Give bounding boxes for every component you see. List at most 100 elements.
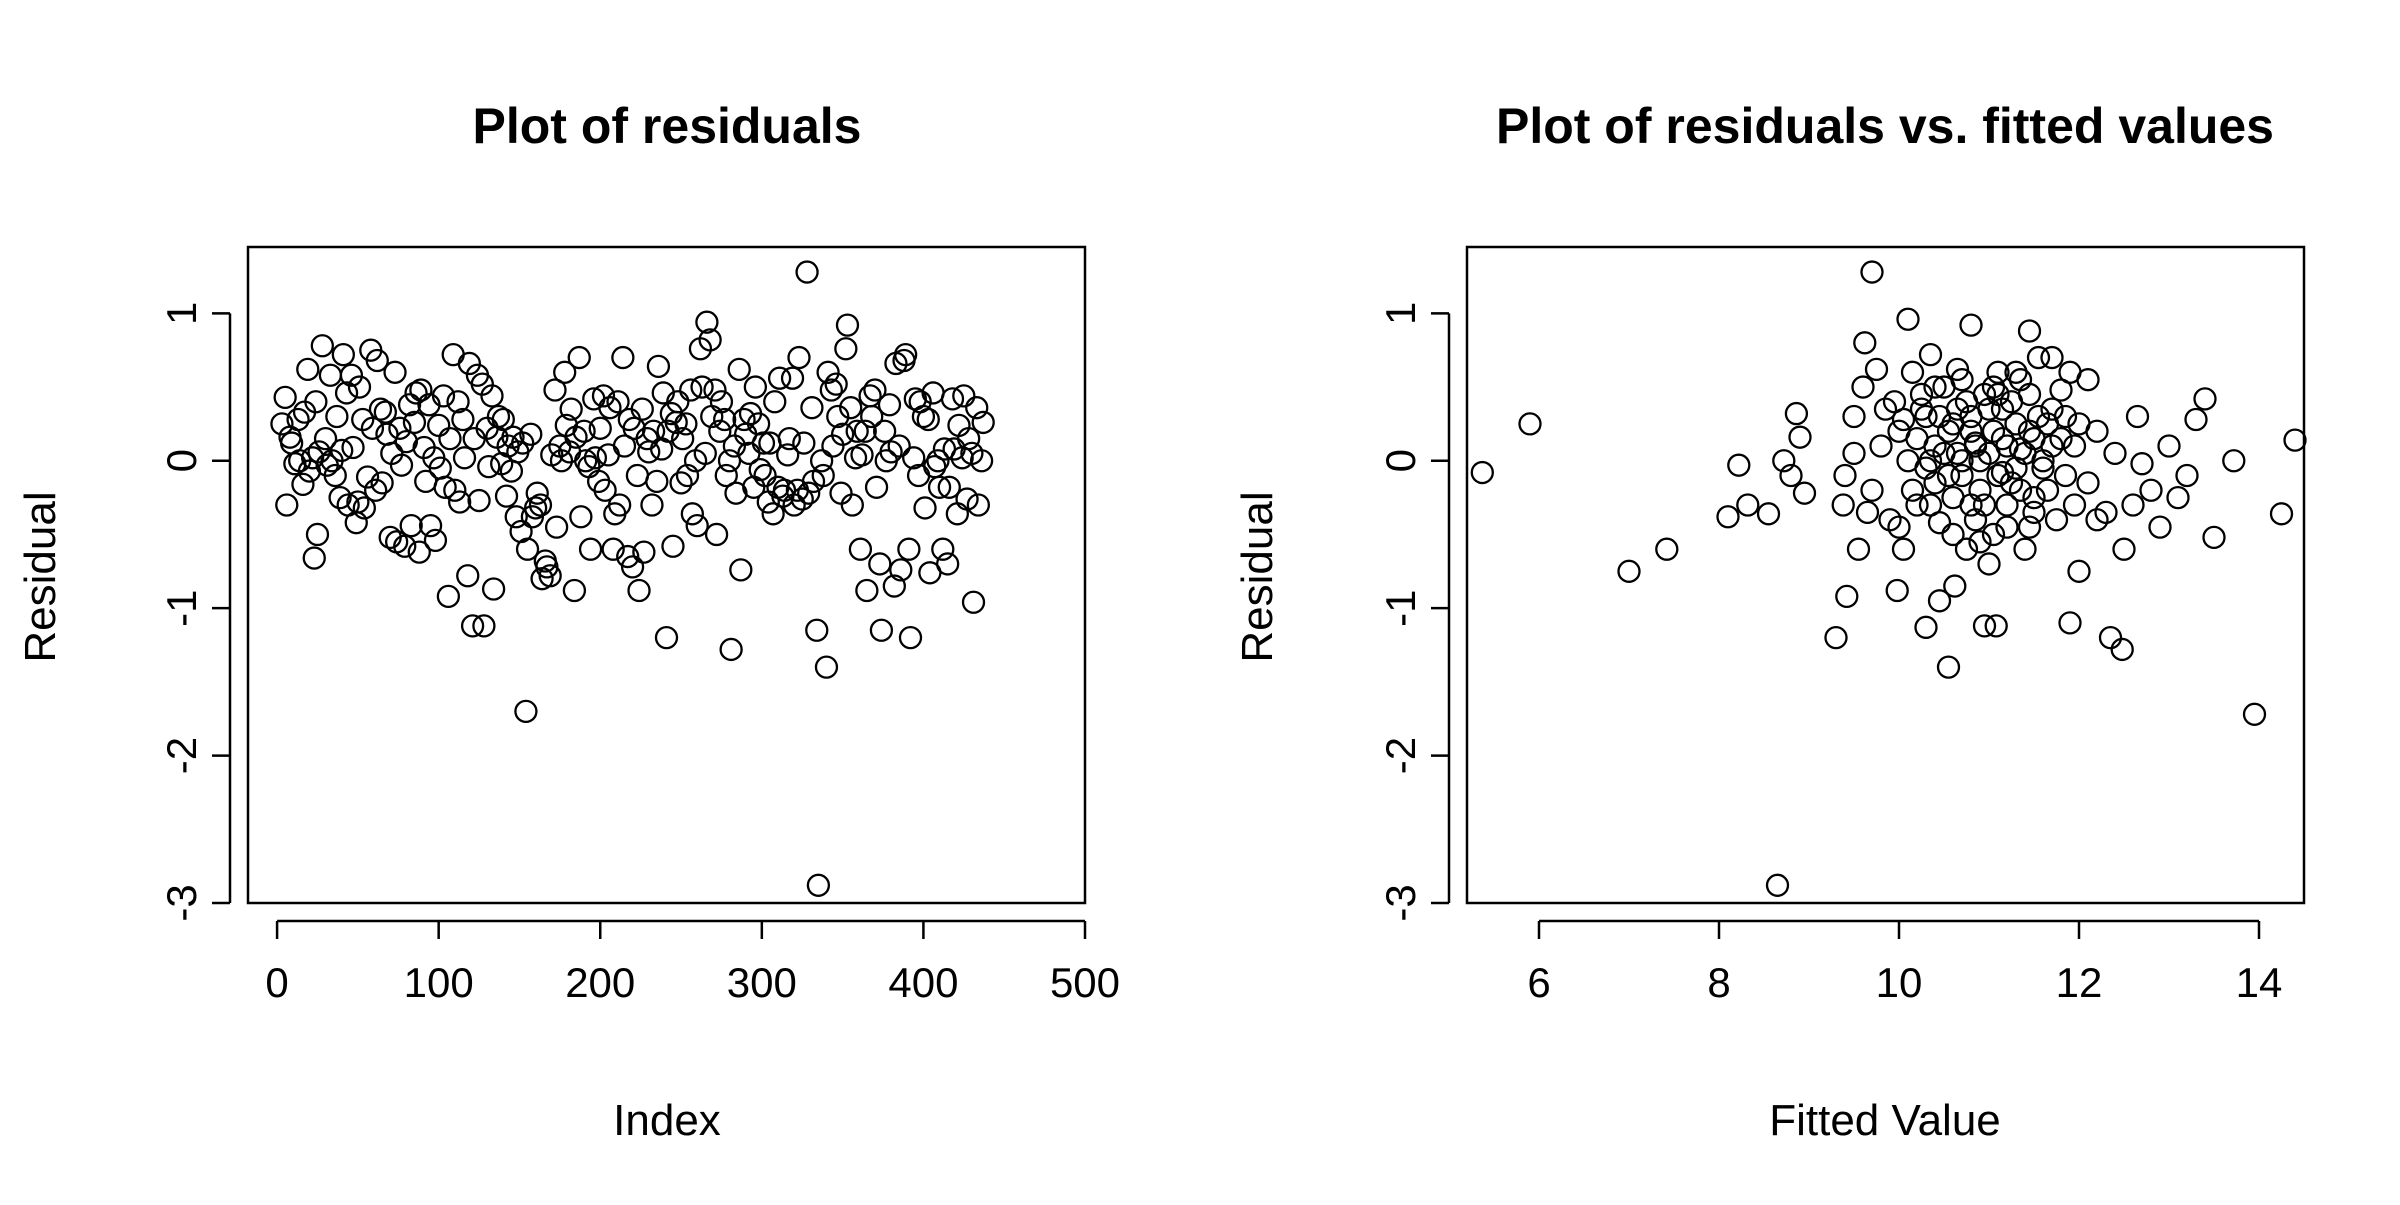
data-point [2166, 485, 2190, 510]
data-point [514, 699, 538, 724]
data-point [2053, 463, 2078, 488]
data-point [1835, 584, 1859, 609]
data-point [339, 363, 364, 387]
x-tick-label: 200 [565, 959, 635, 1006]
data-point [1936, 463, 1961, 488]
data-point [753, 463, 777, 488]
data-point [523, 496, 548, 520]
data-point [1932, 441, 1956, 466]
x-axis-label: Fitted Value [1769, 1096, 2001, 1145]
data-point [2157, 434, 2181, 458]
data-point [313, 426, 338, 451]
data-point [800, 396, 824, 420]
data-point [811, 463, 835, 488]
data-point [616, 544, 640, 569]
data-point [612, 434, 637, 458]
data-point [1617, 559, 1641, 583]
data-point [830, 422, 855, 446]
data-point [2058, 611, 2082, 635]
data-point [2044, 508, 2069, 532]
data-point [373, 400, 397, 424]
y-tick-label: 1 [1377, 302, 1424, 325]
data-point [860, 404, 884, 429]
data-point [940, 387, 965, 411]
data-point [955, 487, 979, 511]
data-point [431, 384, 456, 408]
data-point [1853, 331, 1877, 355]
data-point [407, 540, 431, 564]
data-point [486, 404, 511, 429]
data-point [370, 471, 394, 495]
data-point [945, 502, 969, 526]
plot-area-frame [246, 245, 1087, 905]
data-point [402, 410, 427, 435]
data-point [840, 493, 864, 517]
y-axis-label: Residual [16, 491, 65, 662]
x-tick-label: 400 [888, 959, 958, 1006]
data-point [569, 505, 593, 529]
data-point [519, 422, 543, 446]
data-point [2040, 397, 2064, 421]
y-tick-label: 0 [1377, 449, 1424, 472]
data-point [491, 407, 515, 432]
data-point [1963, 508, 1988, 532]
data-point [703, 378, 727, 402]
data-point [729, 558, 753, 582]
data-point [709, 390, 734, 414]
data-point [2053, 404, 2078, 429]
data-point [436, 584, 461, 609]
data-point [2022, 500, 2046, 524]
plot-area-frame [1465, 245, 2306, 905]
data-point [776, 443, 800, 467]
data-point [286, 407, 310, 432]
data-point [2098, 626, 2123, 650]
data-point [646, 354, 671, 379]
data-point [1864, 357, 1889, 382]
data-point [879, 440, 903, 464]
data-point [596, 443, 620, 467]
data-point [911, 404, 936, 429]
data-point [1756, 502, 1781, 526]
data-point [2031, 456, 2055, 480]
data-point [1900, 360, 1925, 384]
data-point [611, 345, 635, 370]
data-point [427, 413, 451, 438]
data-point [1784, 401, 1809, 426]
data-point [869, 618, 894, 642]
residuals-plot-panel: Plot of residuals 1 0 -1 -2 -3 0 100 200 300 400… [16, 98, 1120, 1145]
data-point [902, 446, 926, 470]
data-point [564, 425, 588, 449]
data-point [467, 488, 491, 513]
data-point [2058, 360, 2082, 384]
data-point [481, 577, 506, 601]
data-point [835, 313, 860, 337]
data-point [1981, 419, 2006, 443]
data-point [666, 390, 690, 414]
data-point [567, 345, 591, 370]
data-point [680, 502, 705, 526]
data-point [877, 393, 902, 417]
data-point [494, 484, 519, 508]
data-point [671, 426, 695, 451]
data-point [868, 552, 892, 576]
data-point [346, 490, 370, 514]
data-point [1918, 493, 1943, 517]
data-point [2026, 345, 2051, 370]
data-point [452, 446, 477, 470]
data-point [393, 534, 417, 558]
data-point [2062, 493, 2087, 517]
data-point [714, 463, 738, 488]
data-point [927, 475, 952, 499]
data-point [414, 469, 438, 494]
data-point [1860, 478, 1884, 502]
data-point [637, 440, 661, 464]
data-point [727, 357, 751, 382]
data-point [601, 537, 625, 561]
data-point [1968, 530, 1992, 554]
data-point [443, 478, 467, 502]
data-point [2184, 407, 2208, 432]
data-point [2040, 434, 2064, 458]
data-point [325, 404, 349, 429]
data-point [829, 481, 853, 505]
